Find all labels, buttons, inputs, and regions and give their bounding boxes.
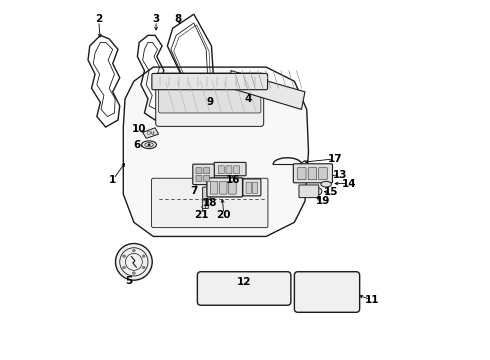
Text: 7: 7 <box>190 186 197 195</box>
Text: 1: 1 <box>109 175 116 185</box>
Text: 19: 19 <box>316 196 330 206</box>
Text: 20: 20 <box>217 210 231 220</box>
Ellipse shape <box>321 181 331 187</box>
Polygon shape <box>143 128 159 138</box>
FancyBboxPatch shape <box>297 168 306 180</box>
FancyBboxPatch shape <box>193 164 214 185</box>
Polygon shape <box>123 67 309 237</box>
Text: 14: 14 <box>342 179 356 189</box>
FancyBboxPatch shape <box>203 187 210 199</box>
Text: 21: 21 <box>194 210 208 220</box>
Text: 8: 8 <box>174 14 182 24</box>
FancyBboxPatch shape <box>156 73 264 126</box>
Text: 2: 2 <box>95 14 102 24</box>
Text: 17: 17 <box>328 154 343 164</box>
Circle shape <box>142 255 145 258</box>
Text: 10: 10 <box>132 124 147 134</box>
FancyBboxPatch shape <box>196 175 202 181</box>
Text: 15: 15 <box>324 187 339 197</box>
FancyBboxPatch shape <box>210 181 218 194</box>
FancyBboxPatch shape <box>218 166 224 174</box>
FancyBboxPatch shape <box>204 168 210 174</box>
Circle shape <box>132 249 135 252</box>
Text: 5: 5 <box>125 275 132 285</box>
FancyBboxPatch shape <box>220 181 227 194</box>
Text: 12: 12 <box>237 277 251 287</box>
FancyBboxPatch shape <box>318 168 327 180</box>
Polygon shape <box>231 71 305 109</box>
Text: 6: 6 <box>134 140 141 150</box>
Text: 13: 13 <box>333 170 347 180</box>
FancyBboxPatch shape <box>308 168 317 180</box>
FancyBboxPatch shape <box>204 175 210 181</box>
Circle shape <box>142 266 145 269</box>
Circle shape <box>116 243 152 280</box>
FancyBboxPatch shape <box>159 80 261 113</box>
Circle shape <box>147 143 150 146</box>
FancyBboxPatch shape <box>294 272 360 312</box>
Text: CAt: CAt <box>147 131 155 136</box>
Circle shape <box>132 272 135 275</box>
FancyBboxPatch shape <box>214 162 246 176</box>
FancyBboxPatch shape <box>152 73 268 90</box>
Text: 9: 9 <box>206 98 213 107</box>
FancyBboxPatch shape <box>299 185 318 198</box>
FancyBboxPatch shape <box>226 166 232 174</box>
Ellipse shape <box>142 141 156 149</box>
FancyBboxPatch shape <box>207 178 243 197</box>
FancyBboxPatch shape <box>229 181 236 194</box>
FancyBboxPatch shape <box>294 164 333 183</box>
Text: 18: 18 <box>202 198 217 208</box>
FancyBboxPatch shape <box>243 179 261 196</box>
Circle shape <box>122 266 125 269</box>
FancyBboxPatch shape <box>197 272 291 305</box>
FancyBboxPatch shape <box>252 182 258 193</box>
FancyBboxPatch shape <box>234 166 240 174</box>
Text: 3: 3 <box>152 14 160 24</box>
FancyBboxPatch shape <box>246 182 251 193</box>
Circle shape <box>122 255 125 258</box>
FancyBboxPatch shape <box>151 178 268 228</box>
FancyBboxPatch shape <box>202 200 208 208</box>
Circle shape <box>315 188 322 195</box>
Text: 11: 11 <box>365 295 379 305</box>
Text: 4: 4 <box>245 94 252 104</box>
FancyBboxPatch shape <box>196 168 202 174</box>
Text: 16: 16 <box>225 175 240 185</box>
